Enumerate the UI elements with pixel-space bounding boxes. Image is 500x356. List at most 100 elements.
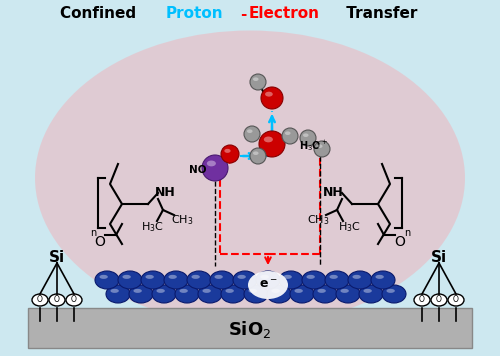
Ellipse shape bbox=[198, 285, 222, 303]
Ellipse shape bbox=[264, 136, 273, 142]
Ellipse shape bbox=[221, 285, 245, 303]
Ellipse shape bbox=[265, 92, 273, 96]
Ellipse shape bbox=[306, 275, 315, 279]
Ellipse shape bbox=[32, 294, 48, 306]
Ellipse shape bbox=[253, 151, 258, 155]
Text: n: n bbox=[90, 228, 96, 238]
Ellipse shape bbox=[260, 275, 269, 279]
Ellipse shape bbox=[238, 275, 246, 279]
Text: -: - bbox=[240, 6, 247, 21]
Ellipse shape bbox=[192, 275, 200, 279]
Ellipse shape bbox=[226, 289, 234, 293]
Ellipse shape bbox=[340, 289, 349, 293]
Ellipse shape bbox=[244, 126, 260, 142]
Ellipse shape bbox=[156, 289, 165, 293]
Ellipse shape bbox=[352, 275, 361, 279]
Text: NH: NH bbox=[322, 187, 344, 199]
Ellipse shape bbox=[318, 289, 326, 293]
Text: O: O bbox=[71, 295, 77, 304]
Text: NH: NH bbox=[154, 187, 176, 199]
Text: SiO$_2$: SiO$_2$ bbox=[228, 319, 272, 340]
Ellipse shape bbox=[221, 145, 239, 163]
Ellipse shape bbox=[244, 285, 268, 303]
Text: O: O bbox=[37, 295, 43, 304]
Ellipse shape bbox=[168, 275, 177, 279]
Ellipse shape bbox=[100, 275, 108, 279]
Text: O: O bbox=[94, 235, 106, 249]
Ellipse shape bbox=[290, 285, 314, 303]
Ellipse shape bbox=[300, 130, 316, 146]
Ellipse shape bbox=[302, 271, 326, 289]
Ellipse shape bbox=[207, 161, 216, 166]
Ellipse shape bbox=[261, 87, 283, 109]
Ellipse shape bbox=[106, 285, 130, 303]
Text: n: n bbox=[404, 228, 410, 238]
Ellipse shape bbox=[448, 294, 464, 306]
Ellipse shape bbox=[294, 289, 303, 293]
Text: O: O bbox=[419, 295, 425, 304]
Ellipse shape bbox=[376, 275, 384, 279]
Text: NO: NO bbox=[189, 165, 207, 175]
Ellipse shape bbox=[285, 131, 290, 135]
Ellipse shape bbox=[303, 134, 308, 137]
Ellipse shape bbox=[348, 271, 372, 289]
Text: Electron: Electron bbox=[248, 6, 320, 21]
Ellipse shape bbox=[134, 289, 142, 293]
Text: O: O bbox=[394, 235, 406, 249]
Text: O: O bbox=[436, 295, 442, 304]
Text: Si: Si bbox=[431, 251, 447, 266]
Ellipse shape bbox=[256, 271, 280, 289]
Ellipse shape bbox=[141, 271, 165, 289]
Text: Proton: Proton bbox=[166, 6, 223, 21]
Ellipse shape bbox=[248, 271, 288, 299]
Ellipse shape bbox=[210, 271, 234, 289]
Ellipse shape bbox=[247, 129, 252, 133]
Ellipse shape bbox=[129, 285, 153, 303]
Ellipse shape bbox=[325, 271, 349, 289]
Ellipse shape bbox=[386, 289, 395, 293]
Ellipse shape bbox=[253, 77, 258, 81]
Ellipse shape bbox=[364, 289, 372, 293]
Ellipse shape bbox=[180, 289, 188, 293]
Text: H$_3$C: H$_3$C bbox=[338, 220, 360, 234]
Ellipse shape bbox=[248, 289, 257, 293]
Ellipse shape bbox=[314, 141, 330, 157]
Ellipse shape bbox=[382, 285, 406, 303]
Ellipse shape bbox=[267, 285, 291, 303]
Text: H$_3$C: H$_3$C bbox=[140, 220, 164, 234]
Ellipse shape bbox=[224, 149, 230, 153]
Ellipse shape bbox=[250, 74, 266, 90]
Ellipse shape bbox=[330, 275, 338, 279]
Bar bbox=[28, 308, 472, 348]
Ellipse shape bbox=[259, 131, 285, 157]
Ellipse shape bbox=[233, 271, 257, 289]
Ellipse shape bbox=[359, 285, 383, 303]
Ellipse shape bbox=[317, 145, 322, 148]
Ellipse shape bbox=[202, 289, 211, 293]
Text: Transfer: Transfer bbox=[341, 6, 417, 21]
Ellipse shape bbox=[284, 275, 292, 279]
Ellipse shape bbox=[371, 271, 395, 289]
Ellipse shape bbox=[431, 294, 447, 306]
Ellipse shape bbox=[202, 155, 228, 181]
Text: H$_3$O$^+$: H$_3$O$^+$ bbox=[299, 138, 328, 153]
Ellipse shape bbox=[95, 271, 119, 289]
Ellipse shape bbox=[35, 31, 465, 325]
Ellipse shape bbox=[146, 275, 154, 279]
Ellipse shape bbox=[122, 275, 131, 279]
Ellipse shape bbox=[187, 271, 211, 289]
Text: e$^-$: e$^-$ bbox=[258, 278, 278, 292]
Ellipse shape bbox=[272, 289, 280, 293]
Ellipse shape bbox=[250, 148, 266, 164]
Ellipse shape bbox=[152, 285, 176, 303]
Ellipse shape bbox=[110, 289, 119, 293]
Ellipse shape bbox=[313, 285, 337, 303]
Text: Si: Si bbox=[49, 251, 65, 266]
Ellipse shape bbox=[66, 294, 82, 306]
Ellipse shape bbox=[175, 285, 199, 303]
Ellipse shape bbox=[414, 294, 430, 306]
Ellipse shape bbox=[118, 271, 142, 289]
Ellipse shape bbox=[49, 294, 65, 306]
Ellipse shape bbox=[282, 128, 298, 144]
Ellipse shape bbox=[214, 275, 223, 279]
